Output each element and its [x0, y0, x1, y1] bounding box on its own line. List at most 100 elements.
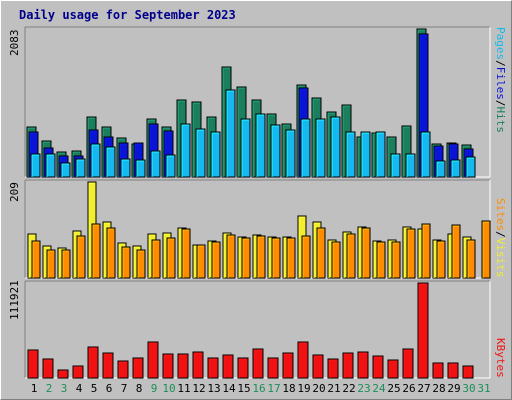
- day-label: 3: [61, 382, 68, 395]
- pages-bar: [285, 129, 296, 178]
- sites-bar: [151, 239, 161, 279]
- sites-bar: [46, 249, 56, 279]
- pages-bar: [180, 123, 191, 178]
- pages-bar: [360, 131, 371, 178]
- sites-bar: [331, 241, 341, 279]
- kbytes-bar: [222, 354, 234, 379]
- sites-bar: [451, 224, 461, 279]
- day-label: 19: [297, 382, 310, 395]
- pages-bar: [195, 128, 206, 178]
- pages-bar: [165, 154, 176, 178]
- pages-bar: [345, 131, 356, 178]
- pages-bar: [450, 159, 461, 178]
- sites-bar: [31, 240, 41, 279]
- kbytes-bar: [267, 357, 279, 379]
- day-label: 30: [462, 382, 475, 395]
- pages-bar: [225, 89, 236, 178]
- kbytes-bar: [387, 359, 399, 379]
- day-label: 9: [151, 382, 158, 395]
- sites-bar: [76, 235, 86, 279]
- pages-bar: [105, 146, 116, 178]
- kbytes-bar: [207, 357, 219, 379]
- kbytes-bar: [447, 362, 459, 379]
- kbytes-bar: [402, 348, 414, 379]
- sites-bar: [376, 241, 386, 279]
- day-label: 25: [387, 382, 400, 395]
- sites-bar: [61, 249, 71, 279]
- pages-bar: [420, 131, 431, 178]
- sites-bar: [301, 235, 311, 279]
- sites-bar: [406, 228, 416, 279]
- kbytes-bar: [27, 349, 39, 379]
- day-label: 11: [177, 382, 190, 395]
- kbytes-bar: [147, 341, 159, 379]
- kbytes-bar: [432, 362, 444, 379]
- pages-bar: [45, 153, 56, 178]
- day-label: 7: [121, 382, 128, 395]
- kbytes-bar: [57, 369, 69, 379]
- kbytes-bar: [87, 346, 99, 379]
- pages-bar: [375, 131, 386, 178]
- kbytes-bar: [72, 365, 84, 379]
- sites-bar: [211, 241, 221, 279]
- kbytes-bar: [192, 351, 204, 379]
- kbytes-bar: [237, 357, 249, 379]
- day-label: 2: [46, 382, 53, 395]
- day-label: 31: [477, 382, 490, 395]
- day-label: 1: [31, 382, 38, 395]
- day-label: 16: [252, 382, 265, 395]
- sites-bar: [241, 237, 251, 279]
- sites-bar: [316, 227, 326, 279]
- day-label: 8: [136, 382, 143, 395]
- sites-bar: [106, 227, 116, 279]
- day-label: 20: [312, 382, 325, 395]
- kbytes-bar: [177, 353, 189, 379]
- day-label: 27: [417, 382, 430, 395]
- sites-bar: [166, 237, 176, 279]
- pages-bar: [90, 143, 101, 178]
- pages-bar: [270, 124, 281, 178]
- pages-bar: [60, 162, 71, 178]
- day-label: 6: [106, 382, 113, 395]
- kbytes-bar: [162, 353, 174, 379]
- sites-bar: [136, 249, 146, 279]
- day-label: 26: [402, 382, 415, 395]
- day-label: 28: [432, 382, 445, 395]
- chart-title: Daily usage for September 2023: [19, 8, 236, 22]
- sites-bar: [256, 235, 266, 279]
- pages-bar: [150, 150, 161, 178]
- sites-bar: [481, 220, 491, 279]
- pages-bar: [255, 113, 266, 178]
- pages-bar: [30, 153, 41, 178]
- kbytes-bar: [102, 352, 114, 379]
- day-label: 29: [447, 382, 460, 395]
- pages-bar: [315, 118, 326, 178]
- sites-bar: [226, 234, 236, 279]
- pages-bar: [120, 158, 131, 178]
- day-label: 22: [342, 382, 355, 395]
- sites-bar: [436, 240, 446, 279]
- day-label: 13: [207, 382, 220, 395]
- kbytes-bar: [312, 354, 324, 379]
- pages-bar: [210, 131, 221, 178]
- sites-bar: [181, 228, 191, 279]
- pages-bar: [75, 158, 86, 178]
- sites-bar: [361, 227, 371, 279]
- day-label: 10: [162, 382, 175, 395]
- pages-bar: [405, 153, 416, 178]
- day-label: 21: [327, 382, 340, 395]
- sites-bar: [346, 233, 356, 279]
- kbytes-bar: [297, 341, 309, 379]
- kbytes-bar: [117, 360, 129, 379]
- pages-bar: [135, 159, 146, 178]
- day-label: 5: [91, 382, 98, 395]
- pages-bar: [240, 118, 251, 178]
- sites-bar: [421, 223, 431, 279]
- day-label: 23: [357, 382, 370, 395]
- kbytes-bar: [42, 358, 54, 379]
- day-label: 4: [76, 382, 83, 395]
- kbytes-bar: [342, 352, 354, 379]
- pages-bar: [465, 156, 476, 178]
- sites-bar: [91, 223, 101, 279]
